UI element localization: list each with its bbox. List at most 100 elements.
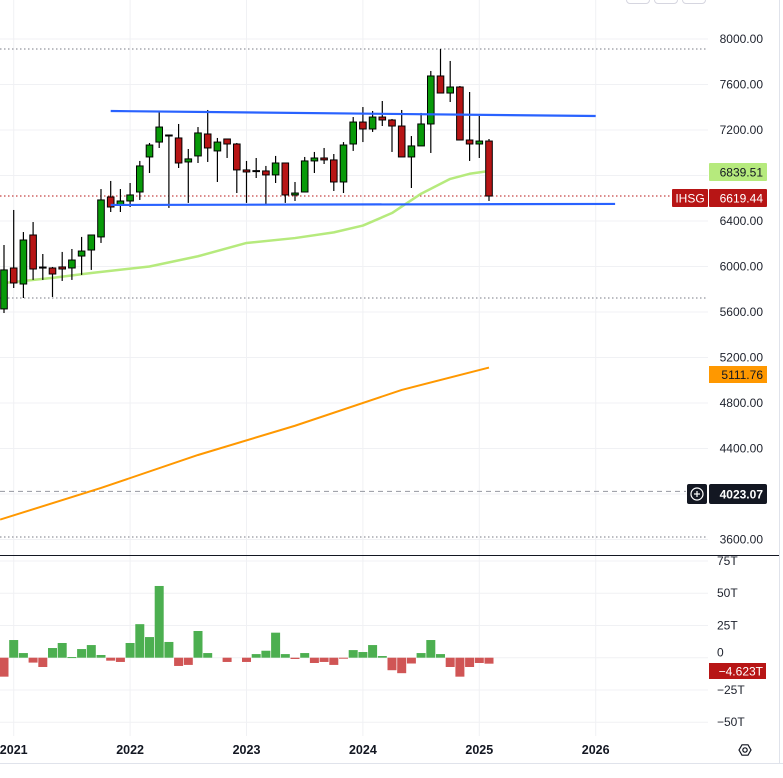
volume-bar-up [251,654,261,658]
trendline[interactable] [110,202,616,207]
add-alert-plus-icon[interactable] [690,487,704,501]
volume-bar-up [145,637,154,658]
candle-down [174,137,183,164]
volume-bar-down [183,657,193,665]
price-tick-label: 7600.00 [720,78,764,92]
volume-bar-up [193,630,203,658]
candle-down [465,139,474,145]
orange-price-label: 5111.76 [709,366,767,383]
candle-down [262,170,270,176]
candle-down [29,234,37,270]
price-tick-label: 4800.00 [720,396,764,410]
candle-down [223,138,231,145]
candle-up [310,157,319,162]
volume-bar-up [48,648,57,658]
volume-bar-up [125,642,135,658]
settings-gear-icon[interactable] [738,744,752,756]
ma-price-label: 6839.51 [709,163,767,181]
volume-value: −4.623T [719,665,764,679]
candle-up [349,121,357,145]
candle-down [242,169,251,173]
candle-up [213,141,222,152]
trendline[interactable] [110,109,596,118]
volume-bar-down [445,657,455,667]
volume-bar-up [348,650,358,658]
time-tick-label: 2021 [0,743,28,757]
volume-bar-up [358,652,368,658]
volume-bar-down [455,657,465,677]
volume-bar-up [18,653,28,658]
volume-bar-up [9,640,19,658]
orange-line-layer [0,366,490,521]
volume-bar-up [203,653,213,658]
volume-bar-up [377,656,387,658]
candles [0,49,493,314]
price-tick-label: 4400.00 [720,442,764,456]
last-price-label: IHSG 6619.44 [672,189,767,207]
volume-bar-down [397,657,407,674]
ma-value: 6839.51 [720,166,764,180]
volume-bar-down [115,657,125,662]
symbol-tag: IHSG [675,192,704,206]
candle-down [203,133,212,149]
price-tick-label: 6400.00 [720,214,764,228]
candle-down [233,143,241,171]
volume-bar-down [28,657,38,663]
volume-bar-up [368,645,378,658]
candle-down [359,121,367,130]
volume-bar-down [0,657,9,677]
volume-tick-label: 0 [717,646,724,660]
grid [0,0,708,736]
time-tick-label: 2023 [233,743,261,757]
candle-up [97,199,105,238]
price-tick-label: 3600.00 [720,533,764,547]
price-tick-label: 5200.00 [720,351,764,365]
volume-bar-down [38,657,48,667]
candle-up [300,160,309,193]
price-tick-label: 5600.00 [720,305,764,319]
volume-bars [0,585,494,677]
volume-bar-down [465,657,475,667]
volume-bar-down [290,657,300,659]
candle-up [417,123,425,147]
candle-up [68,259,76,269]
volume-tick-label: 25T [717,618,738,632]
volume-bar-up [261,650,271,658]
candle-down [485,140,493,197]
candle-down [320,157,328,161]
candle-up [291,192,299,196]
candle-up [87,234,96,251]
time-tick-label: 2026 [582,743,610,757]
candle-down [9,267,18,284]
volume-bar-down [222,657,232,662]
candle-down [330,159,338,183]
volume-bar-down [406,657,416,664]
candle-up [475,140,484,145]
candle-up [0,269,8,310]
candle-up [407,145,416,158]
candle-up [184,158,193,163]
volume-bar-up [77,649,87,658]
candle-down [281,162,290,196]
trendlines[interactable] [110,109,616,207]
time-tick-label: 2024 [349,743,377,757]
price-tick-label: 7200.00 [720,123,764,137]
volume-bar-up [280,654,290,658]
volume-tick-label: 50T [717,586,738,600]
volume-bar-up [426,640,436,658]
volume-bar-up [67,657,77,659]
candle-down [378,116,387,121]
volume-bar-up [300,653,310,658]
volume-value-label: −4.623T [709,663,766,679]
candle-down [106,196,115,208]
candle-down [388,119,396,127]
time-tick-label: 2025 [465,743,493,757]
candle-down [397,125,406,158]
candle-down [48,267,57,275]
volume-tick-label: −25T [717,683,745,697]
candle-up [194,132,202,157]
volume-bar-up [154,585,164,658]
volume-bar-down [309,657,319,663]
candle-up [145,144,154,158]
